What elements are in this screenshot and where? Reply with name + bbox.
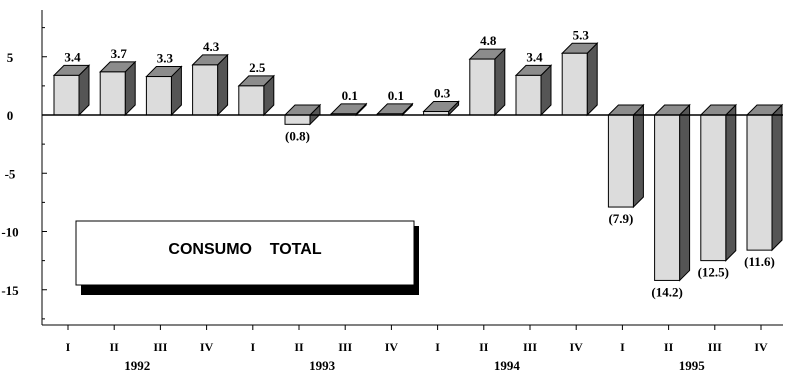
data-label: (0.8)	[285, 128, 310, 143]
bar: 0.3	[422, 86, 460, 117]
bar: (11.6)	[744, 103, 784, 269]
data-label: 3.4	[526, 49, 543, 64]
x-tick-label: II	[294, 340, 304, 354]
bar-front	[53, 74, 80, 116]
data-label: (12.5)	[698, 265, 729, 280]
year-label: 1995	[679, 358, 706, 373]
legend-label: CONSUMO TOTAL	[168, 241, 321, 258]
bar-front	[700, 114, 727, 262]
data-label: 4.8	[480, 33, 497, 48]
data-label: 4.3	[203, 39, 220, 54]
bar: 3.3	[145, 51, 183, 117]
data-label: 0.3	[434, 86, 451, 101]
bar-side	[771, 103, 783, 252]
bar-front	[746, 114, 773, 251]
x-tick-label: I	[435, 340, 440, 354]
bar: (7.9)	[607, 103, 645, 226]
x-tick-label: II	[664, 340, 674, 354]
year-label: 1992	[124, 358, 150, 373]
bar-front	[145, 76, 172, 116]
bar-side	[586, 42, 598, 117]
bar: (12.5)	[698, 103, 738, 280]
bar-side	[494, 47, 506, 117]
x-tick-label: III	[708, 340, 722, 354]
bar-front	[469, 58, 496, 116]
bar-top	[376, 103, 414, 115]
bar-front	[99, 71, 126, 116]
bar-front	[284, 114, 311, 125]
y-tick-label: 0	[7, 108, 14, 123]
y-tick-label: -5	[5, 166, 16, 181]
x-tick-label: II	[479, 340, 489, 354]
bars-group: 3.4 3.7 3.3 4.3 2.5 (0.8) 0.1 0.1 0.3 4.8 3.4 5.3 (7…	[52, 27, 784, 299]
bar-side	[632, 103, 644, 209]
data-label: (7.9)	[608, 211, 633, 226]
data-label: 3.7	[111, 46, 128, 61]
bar: 0.1	[329, 88, 368, 117]
bar: 3.7	[98, 46, 137, 117]
data-label: 3.4	[64, 49, 81, 64]
x-tick-label: I	[620, 340, 625, 354]
bar-front	[238, 85, 265, 116]
bar-front	[515, 74, 542, 116]
bar: (14.2)	[651, 103, 691, 299]
y-tick-label: -10	[1, 225, 18, 240]
x-tick-label: IV	[754, 340, 768, 354]
year-label: 1993	[309, 358, 336, 373]
x-tick-label: IV	[385, 340, 399, 354]
bar: 4.3	[191, 39, 229, 117]
data-label: 5.3	[573, 27, 590, 42]
x-tick-label: III	[523, 340, 537, 354]
bar: 4.8	[468, 33, 507, 117]
data-label: 0.1	[388, 88, 404, 103]
data-label: (11.6)	[744, 254, 775, 269]
x-tick-label: II	[110, 340, 120, 354]
bar-side	[725, 103, 737, 262]
bar-front	[654, 114, 681, 281]
x-tick-label: IV	[570, 340, 584, 354]
data-label: (14.2)	[651, 284, 682, 299]
x-tick-label: III	[338, 340, 352, 354]
x-tick-label: III	[153, 340, 167, 354]
bar-side	[679, 103, 691, 282]
x-tick-label: I	[250, 340, 255, 354]
data-label: 3.3	[157, 51, 174, 66]
bar: 5.3	[560, 27, 599, 117]
bar: 3.4	[514, 49, 553, 117]
bar: 0.1	[376, 88, 414, 117]
bar-front	[561, 52, 588, 116]
year-label: 1994	[494, 358, 521, 373]
bar: 2.5	[237, 60, 276, 117]
data-label: 0.1	[342, 88, 358, 103]
y-tick-label: -15	[1, 283, 19, 298]
y-tick-label: 5	[7, 50, 14, 65]
axes-group: 50-5-10-15I II III IV I II III IV I II III IV I II III…	[1, 10, 783, 373]
bar-front	[192, 64, 219, 116]
x-tick-label: IV	[200, 340, 214, 354]
x-tick-label: I	[66, 340, 71, 354]
legend-frame	[75, 220, 415, 286]
legend-box: CONSUMO TOTAL	[75, 220, 419, 295]
bar: (0.8)	[283, 103, 322, 143]
bar: 3.4	[52, 49, 91, 117]
data-label: 2.5	[249, 60, 266, 75]
bar-top	[329, 103, 368, 115]
bar-front	[607, 114, 634, 208]
